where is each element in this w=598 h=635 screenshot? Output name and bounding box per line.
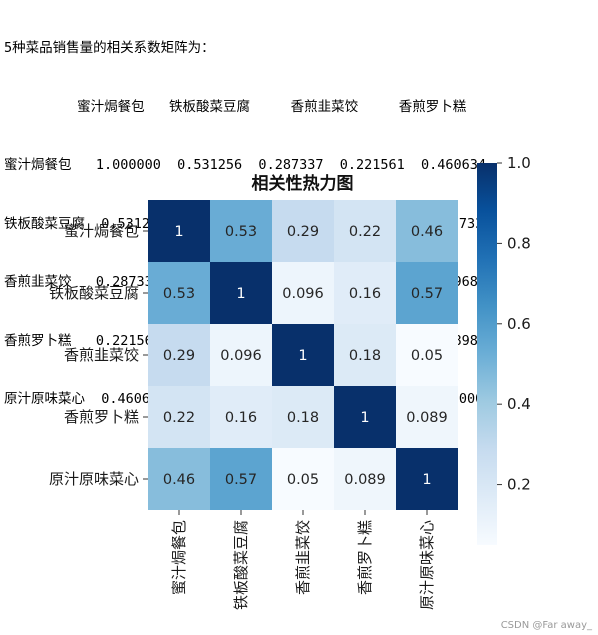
heatmap-cell [272,448,334,510]
heatmap-cell [148,262,210,324]
x-tick-label: 蜜汁焗餐包 [170,520,188,595]
cell-label: 0.18 [349,348,381,364]
cell-label: 0.53 [163,286,195,302]
console-heading: 5种菜品销售量的相关系数矩阵为： [4,40,215,56]
heatmap-cell [396,262,458,324]
cell-label: 1 [298,348,307,364]
cell-label: 0.29 [163,348,195,364]
heatmap-cell [334,448,396,510]
cell-label: 0.57 [411,286,443,302]
heatmap-cell [396,448,458,510]
matrix-row: 蜜汁焗餐包 1.000000 0.531256 0.287337 0.22156… [4,157,487,173]
cell-label: 0.46 [163,472,195,488]
colorbar [477,163,497,545]
cell-label: 0.18 [287,410,319,426]
y-tick-label: 香煎罗卜糕 [64,408,139,426]
cell-label: 0.29 [287,224,319,240]
cell-label: 1 [174,224,183,240]
heatmap-cell [272,262,334,324]
heatmap-cell [272,324,334,386]
cell-label: 0.57 [225,472,257,488]
x-tick-label: 原汁原味菜心 [418,520,436,610]
cell-label: 0.089 [344,472,386,488]
cell-label: 1 [422,472,431,488]
colorbar-tick-label: 1.0 [507,154,531,172]
colorbar-tick-label: 0.6 [507,315,531,333]
cell-label: 0.53 [225,224,257,240]
cell-label: 0.05 [287,472,319,488]
cell-label: 0.16 [225,410,257,426]
x-tick-label: 香煎罗卜糕 [356,520,374,595]
cell-label: 0.46 [411,224,443,240]
watermark: CSDN @Far away_ [500,620,592,631]
x-tick-label: 香煎韭菜饺 [294,520,312,595]
cell-label: 0.22 [163,410,195,426]
cell-label: 0.22 [349,224,381,240]
cell-label: 0.05 [411,348,443,364]
heatmap-cell [210,448,272,510]
cell-label: 0.089 [406,410,448,426]
y-tick-label: 铁板酸菜豆腐 [49,284,139,302]
heatmap-cell [148,200,210,262]
heatmap-cell [148,386,210,448]
heatmap-cell [334,262,396,324]
heatmap-cell [396,386,458,448]
chart-title: 相关性热力图 [252,173,354,194]
heatmap-cell [210,324,272,386]
cell-label: 1 [360,410,369,426]
heatmap-cell [210,200,272,262]
matrix-column-header: 蜜汁焗餐包 铁板酸菜豆腐 香煎韭菜饺 香煎罗卜糕 [4,98,467,115]
cell-label: 0.096 [282,286,324,302]
y-tick-label: 香煎韭菜饺 [64,346,139,364]
heatmap-cell [272,386,334,448]
heatmap-cell [396,200,458,262]
x-tick-label: 铁板酸菜豆腐 [232,520,250,610]
heatmap-cell [148,448,210,510]
heatmap-cell [396,324,458,386]
colorbar-tick-label: 0.2 [507,476,531,494]
heatmap-cell [272,200,334,262]
heatmap-cell [148,324,210,386]
heatmap-cell [334,324,396,386]
cell-label: 0.096 [220,348,262,364]
heatmap-cell [210,386,272,448]
heatmap-cell [334,386,396,448]
colorbar-tick-label: 0.8 [507,234,531,252]
y-tick-label: 原汁原味菜心 [49,470,139,488]
colorbar-tick-label: 0.4 [507,395,531,413]
heatmap-cell [334,200,396,262]
cell-label: 1 [236,286,245,302]
cell-label: 0.16 [349,286,381,302]
heatmap-cell [210,262,272,324]
y-tick-label: 蜜汁焗餐包 [64,222,139,240]
